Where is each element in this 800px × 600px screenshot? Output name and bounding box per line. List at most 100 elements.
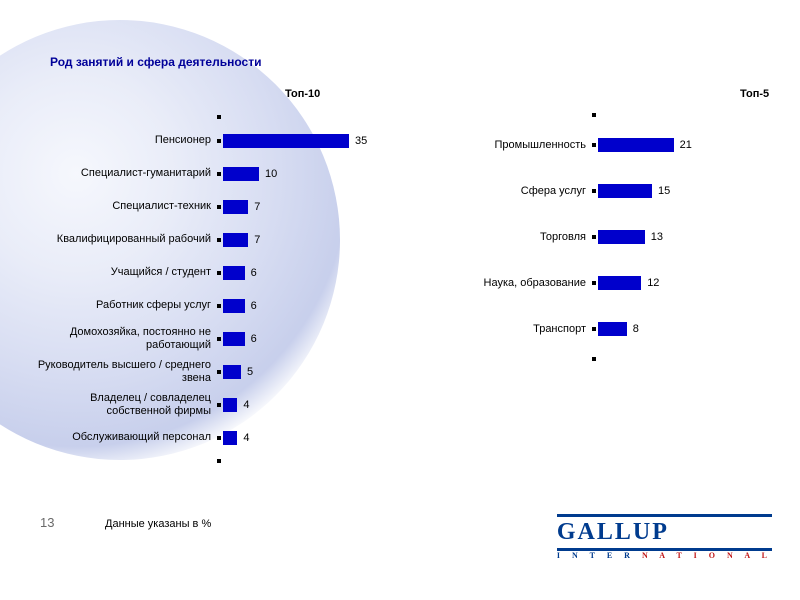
bar-value: 10: [259, 168, 277, 180]
bar-value: 7: [248, 201, 260, 213]
bar-value: 12: [641, 277, 659, 289]
bar-wrap: 10: [223, 167, 410, 181]
gallup-logo: GALLUP I N T E R N A T I O N A L: [557, 514, 772, 560]
bar: [223, 134, 349, 148]
bar-wrap: 6: [223, 299, 410, 313]
bar-value: 15: [652, 185, 670, 197]
tick-mark: [217, 139, 221, 143]
bar-row: Работник сферы услуг 6: [30, 289, 410, 322]
bar: [223, 431, 237, 445]
logo-text-bottom-blue: I N T E R: [557, 551, 642, 560]
bar-wrap: 7: [223, 233, 410, 247]
chart-right: - Промышленность 21 Сфера услуг 15 Торговля 13…: [430, 108, 790, 366]
bar-value: 4: [237, 399, 249, 411]
bar: [223, 266, 245, 280]
bar-row: Владелец / совладелец собственной фирмы 4: [30, 388, 410, 421]
logo-text-bottom-red: N A T I O N A L: [642, 551, 772, 560]
bar: [223, 200, 248, 214]
bar: [598, 184, 652, 198]
bar-label: Пенсионер: [30, 134, 215, 147]
bar: [223, 167, 259, 181]
axis-tick-row: -: [30, 454, 410, 468]
chart-left: -Пенсионер35Специалист-гуманитарий10Спец…: [30, 110, 410, 468]
bar-row: Промышленность 21: [430, 122, 790, 168]
tick-mark: [592, 357, 596, 361]
bar-row: Специалист-техник 7: [30, 190, 410, 223]
bar-value: 35: [349, 135, 367, 147]
bar: [598, 230, 645, 244]
chart-header-right: Топ-5: [740, 88, 769, 100]
bar-row: Руководитель высшего / среднего звена 5: [30, 355, 410, 388]
tick-mark: [217, 238, 221, 242]
bar-row: Сфера услуг 15: [430, 168, 790, 214]
bar-label: Владелец / совладелец собственной фирмы: [30, 392, 215, 417]
bar-label: Сфера услуг: [430, 185, 590, 198]
bar-value: 4: [237, 432, 249, 444]
tick-mark: [592, 143, 596, 147]
bar-label: Специалист-гуманитарий: [30, 167, 215, 180]
bar-wrap: 15: [598, 184, 790, 198]
axis-tick-row: -: [430, 352, 790, 366]
bar: [223, 365, 241, 379]
bar-wrap: 7: [223, 200, 410, 214]
bar-value: 5: [241, 366, 253, 378]
bar-value: 13: [645, 231, 663, 243]
bar-wrap: 8: [598, 322, 790, 336]
tick-mark: [217, 403, 221, 407]
bar-wrap: 35: [223, 134, 410, 148]
bar: [223, 299, 245, 313]
tick-mark: [217, 459, 221, 463]
bar-value: 6: [245, 300, 257, 312]
tick-mark: [592, 235, 596, 239]
bar-wrap: 6: [223, 266, 410, 280]
logo-bottom: I N T E R N A T I O N A L: [557, 551, 772, 560]
bar-wrap: 6: [223, 332, 410, 346]
bar-value: 8: [627, 323, 639, 335]
tick-mark: [217, 370, 221, 374]
chart-title: Род занятий и сфера деятельности: [50, 55, 261, 69]
bar: [598, 322, 627, 336]
bar-value: 21: [674, 139, 692, 151]
tick-mark: [592, 113, 596, 117]
page-number: 13: [40, 515, 54, 530]
tick-mark: [217, 304, 221, 308]
tick-mark: [592, 189, 596, 193]
tick-mark: [592, 281, 596, 285]
axis-tick-row: -: [30, 110, 410, 124]
bar-label: Промышленность: [430, 139, 590, 152]
tick-mark: [217, 172, 221, 176]
bar-wrap: 4: [223, 398, 410, 412]
bar-row: Обслуживающий персонал4: [30, 421, 410, 454]
bar: [223, 233, 248, 247]
tick-mark: [217, 205, 221, 209]
chart-header-left: Топ-10: [285, 88, 320, 100]
footnote: Данные указаны в %: [105, 518, 211, 530]
bar: [598, 138, 674, 152]
bar-label: Работник сферы услуг: [30, 299, 215, 312]
bar-label: Транспорт: [430, 323, 590, 336]
bar-row: Транспорт 8: [430, 306, 790, 352]
bar-row: Специалист-гуманитарий 10: [30, 157, 410, 190]
bar-value: 7: [248, 234, 260, 246]
tick-mark: [217, 337, 221, 341]
bar-row: Пенсионер 35: [30, 124, 410, 157]
bar-row: Учащийся / студент 6: [30, 256, 410, 289]
bar-label: Руководитель высшего / среднего звена: [30, 359, 215, 384]
bar-value: 6: [245, 267, 257, 279]
bar-wrap: 4: [223, 431, 410, 445]
bar-label: Учащийся / студент: [30, 266, 215, 279]
bar-value: 6: [245, 333, 257, 345]
bar-label: Наука, образование: [430, 277, 590, 290]
bar-label: Торговля: [430, 231, 590, 244]
bar: [223, 398, 237, 412]
logo-top: GALLUP: [557, 514, 772, 551]
bar: [223, 332, 245, 346]
bar-wrap: 21: [598, 138, 790, 152]
bar: [598, 276, 641, 290]
bar-wrap: 5: [223, 365, 410, 379]
logo-text-top: GALLUP: [557, 519, 669, 545]
axis-tick-row: -: [430, 108, 790, 122]
tick-mark: [592, 327, 596, 331]
bar-row: Квалифицированный рабочий7: [30, 223, 410, 256]
bar-label: Специалист-техник: [30, 200, 215, 213]
